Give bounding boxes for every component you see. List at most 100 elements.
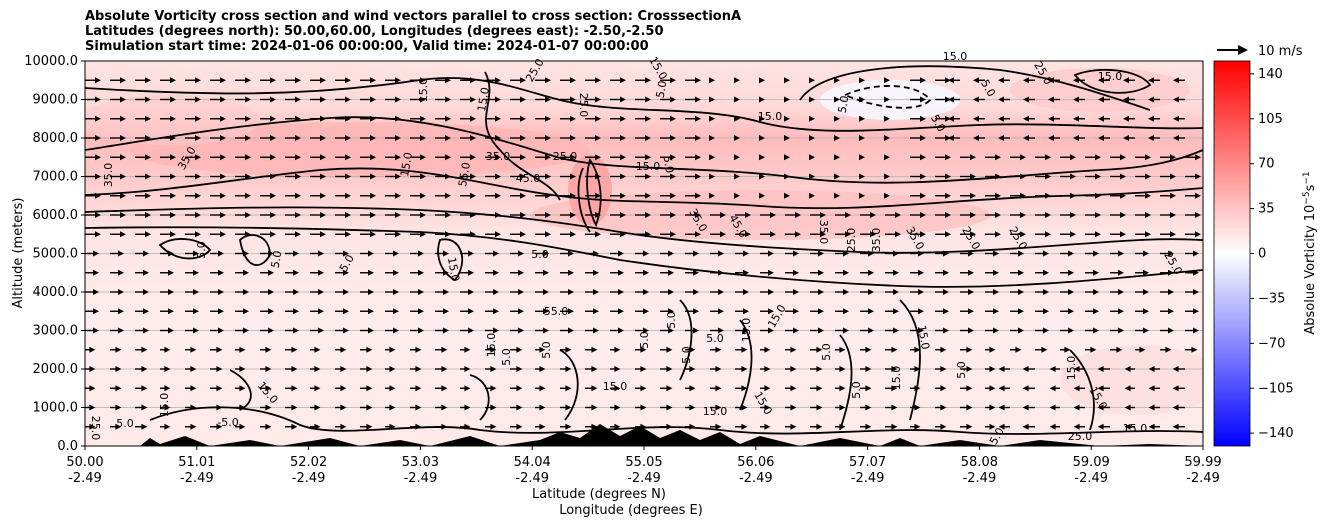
wind-vector-head — [1020, 173, 1026, 180]
wind-vector-head — [115, 423, 122, 430]
wind-vector-head — [418, 250, 424, 257]
wind-vector-head — [1022, 423, 1029, 430]
wind-vector-head — [320, 231, 326, 238]
wind-vector-head — [943, 269, 949, 276]
wind-vector-head — [366, 385, 373, 392]
wind-vector-head — [1023, 96, 1029, 103]
wind-vector-head — [220, 231, 226, 238]
wind-vector-head — [568, 308, 574, 315]
wind-vector-head — [620, 231, 626, 238]
wind-vector-head — [420, 173, 426, 180]
wind-vector-head — [593, 289, 599, 295]
wind-vector-head — [993, 308, 999, 315]
y-tick-label: 1000.0 — [33, 401, 79, 416]
wind-vector-head — [1165, 346, 1172, 353]
wind-vector-head — [784, 192, 790, 199]
wind-vector-head — [520, 135, 526, 141]
wind-vectors — [85, 77, 1201, 430]
wind-vector-head — [668, 250, 674, 257]
wind-vector-head — [891, 404, 898, 411]
wind-vector-head — [445, 77, 451, 84]
wind-vector-head — [170, 231, 176, 238]
title-line-2: Latitudes (degrees north): 50.00,60.00, … — [85, 24, 664, 39]
wind-vector-head — [865, 366, 872, 372]
wind-vector-head — [120, 96, 126, 103]
wind-vector-head — [1172, 385, 1179, 392]
wind-vector-head — [468, 308, 474, 315]
wind-vector-head — [689, 404, 696, 411]
wind-vector-head — [645, 77, 651, 84]
wind-vector-head — [345, 212, 351, 218]
wind-vector-head — [445, 212, 451, 218]
wind-vector-head — [865, 423, 872, 430]
wind-vector-head — [645, 135, 651, 141]
wind-vector-head — [595, 96, 601, 103]
y-tick-label: 7000.0 — [33, 170, 79, 185]
wind-vector-head — [670, 96, 676, 103]
wind-vector-head — [1195, 231, 1201, 238]
colorbar-tick-label: 70 — [1258, 157, 1275, 172]
wind-vector-head — [709, 154, 715, 161]
wind-vector-head — [164, 404, 171, 411]
wind-vector-head — [884, 135, 890, 141]
y-axis: 0.0 1000.0 2000.0 3000.0 4000.0 5000.0 6000.0 7… — [24, 54, 85, 454]
wind-vector-head — [293, 289, 299, 295]
contour-line — [739, 319, 753, 411]
wind-vector-head — [709, 96, 715, 103]
wind-vector-head — [834, 135, 840, 141]
wind-vector-head — [270, 212, 276, 218]
wind-vector-head — [418, 289, 424, 295]
wind-vector-head — [168, 308, 174, 315]
wind-vector-head — [893, 327, 899, 334]
wind-vector-head — [490, 385, 497, 392]
wind-vector-head — [1123, 135, 1129, 141]
wind-vector-head — [966, 423, 973, 430]
wind-vector-head — [591, 366, 598, 372]
wind-vector-head — [95, 115, 101, 122]
wind-vector-head — [818, 250, 824, 257]
wind-vector-head — [643, 250, 649, 257]
wind-vector-head — [1097, 404, 1104, 411]
wind-vector-head — [770, 231, 776, 238]
wind-vector-head — [809, 115, 815, 122]
wind-vector-head — [441, 404, 448, 411]
wind-vector-head — [1070, 154, 1076, 161]
wind-vector-head — [743, 250, 749, 257]
wind-vector-head — [393, 250, 399, 257]
wind-vector-head — [168, 269, 174, 276]
wind-vector-head — [95, 96, 101, 103]
wind-vector-head — [868, 250, 874, 257]
wind-vector-head — [809, 173, 815, 180]
wind-vector-head — [245, 135, 251, 141]
wind-vector-head — [195, 96, 201, 103]
wind-vector-head — [190, 366, 197, 372]
wind-vector-head — [164, 423, 171, 430]
wind-vector-head — [220, 173, 226, 180]
wind-vector-head — [793, 308, 799, 315]
wind-vector-head — [543, 250, 549, 257]
wind-vector-head — [420, 154, 426, 161]
wind-vector-head — [570, 173, 576, 180]
wind-vector-head — [989, 366, 996, 372]
wind-vector-head — [570, 135, 576, 141]
wind-vector-head — [1020, 231, 1026, 238]
wind-vector-head — [859, 115, 865, 122]
wind-vector-head — [395, 96, 401, 103]
wind-vector-head — [845, 231, 851, 238]
wind-vector-head — [859, 192, 865, 199]
wind-vector-head — [345, 154, 351, 161]
wind-vector-head — [340, 346, 347, 353]
wind-vector-head — [295, 96, 301, 103]
wind-vector-head — [115, 404, 122, 411]
wind-vector-head — [1148, 385, 1155, 392]
wind-vector-head — [695, 192, 701, 199]
wind-vector-head — [141, 346, 148, 353]
wind-vector-head — [141, 385, 148, 392]
wind-vector-head — [834, 77, 840, 84]
wind-vector-head — [640, 404, 647, 411]
wind-vector-head — [568, 327, 574, 334]
wind-vector-head — [93, 250, 99, 257]
contour-line — [229, 369, 252, 411]
wind-vector-head — [1168, 250, 1174, 257]
